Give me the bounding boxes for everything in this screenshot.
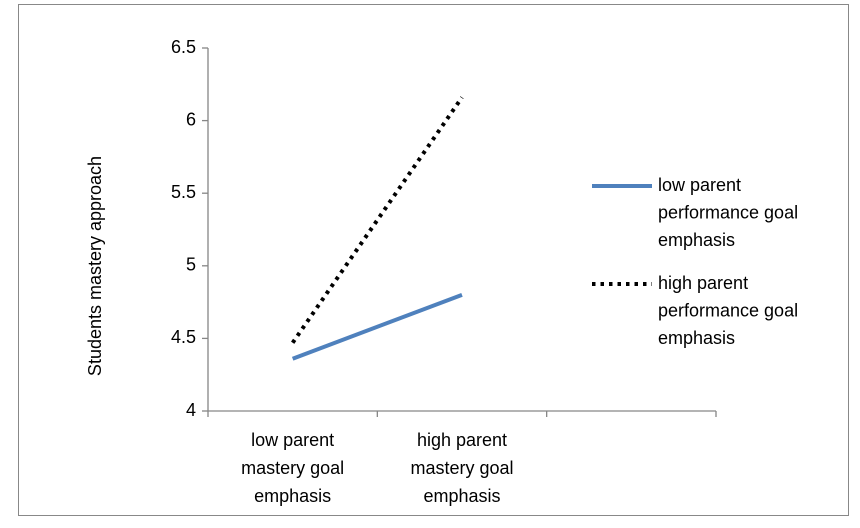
series-line: [291, 292, 463, 361]
x-tick-label: high parent mastery goal emphasis: [410, 430, 513, 506]
y-tick-label: 6: [186, 109, 196, 129]
chart-border: [18, 4, 849, 516]
y-tick-label: 6.5: [171, 37, 196, 57]
y-tick-label: 4.5: [171, 327, 196, 347]
y-tick-label: 5.5: [171, 182, 196, 202]
y-tick-label: 5: [186, 255, 196, 275]
series-line: [291, 96, 464, 344]
y-axis-label: Students mastery approach: [85, 156, 105, 376]
x-tick-label: low parent mastery goal emphasis: [241, 430, 344, 506]
legend-label: low parent performance goal emphasis: [658, 175, 798, 250]
y-tick-label: 4: [186, 400, 196, 420]
legend-label: high parent performance goal emphasis: [658, 273, 798, 348]
